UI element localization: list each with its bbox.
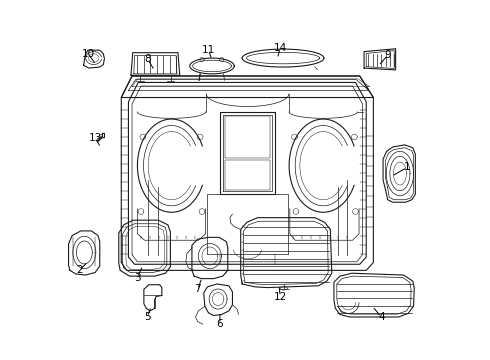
Text: 13: 13 <box>89 133 102 143</box>
Text: 4: 4 <box>378 312 385 322</box>
Text: 12: 12 <box>273 292 287 302</box>
Text: 1: 1 <box>404 162 411 172</box>
Text: 6: 6 <box>217 319 223 329</box>
Text: 2: 2 <box>76 265 83 275</box>
Text: 14: 14 <box>273 43 287 53</box>
Text: 3: 3 <box>134 273 141 283</box>
Text: 5: 5 <box>144 312 151 322</box>
Text: 10: 10 <box>81 49 95 59</box>
Text: 7: 7 <box>195 284 201 294</box>
Text: 8: 8 <box>144 54 151 64</box>
Text: 11: 11 <box>202 45 215 55</box>
Text: 9: 9 <box>385 50 391 60</box>
